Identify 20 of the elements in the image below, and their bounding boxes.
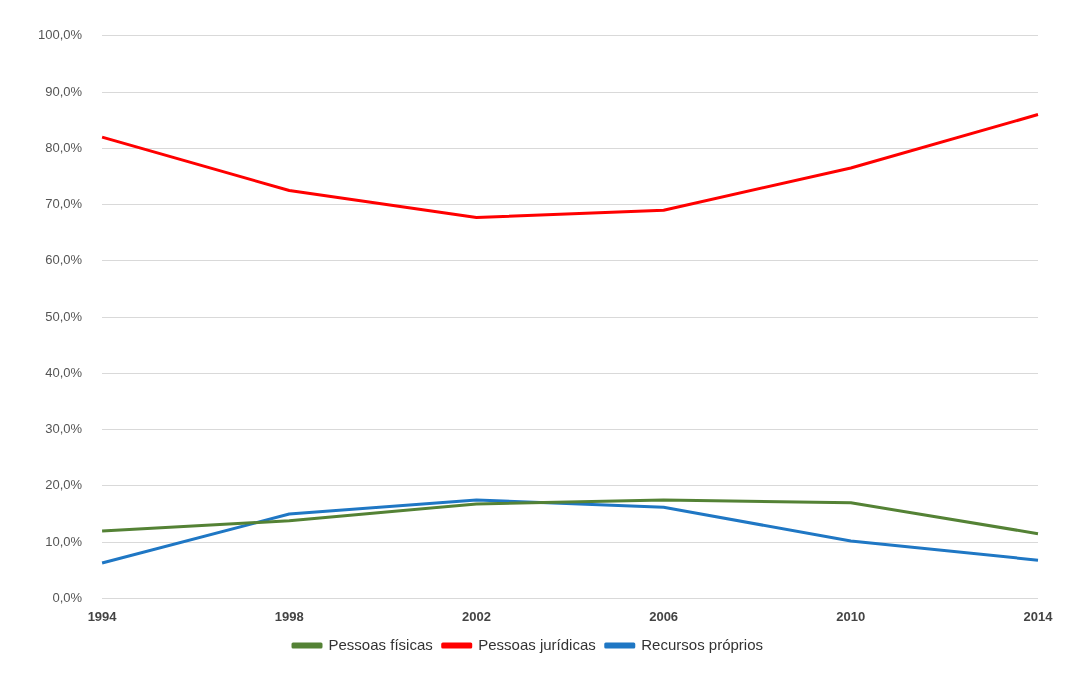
x-tick-label: 1994	[87, 608, 118, 624]
x-tick-label: 2002	[461, 608, 491, 624]
legend-label: Pessoas jurídicas	[478, 635, 596, 653]
y-tick-label: 20,0%	[45, 477, 83, 493]
x-tick-label: 2006	[649, 608, 679, 624]
legend-label: Recursos próprios	[641, 635, 763, 653]
y-tick-label: 40,0%	[45, 364, 83, 380]
y-tick-label: 70,0%	[45, 196, 83, 212]
legend-label: Pessoas físicas	[328, 635, 433, 653]
y-tick-label: 60,0%	[45, 252, 83, 268]
y-tick-label: 80,0%	[45, 139, 83, 155]
y-tick-label: 10,0%	[45, 533, 83, 549]
y-tick-label: 50,0%	[45, 308, 83, 324]
y-tick-label: 30,0%	[45, 421, 83, 437]
y-tick-label: 90,0%	[45, 83, 83, 99]
x-tick-label: 2010	[836, 608, 866, 624]
y-tick-label: 100,0%	[38, 27, 83, 43]
x-tick-label: 1998	[274, 608, 304, 624]
y-tick-label: 0,0%	[52, 589, 83, 605]
x-tick-label: 2014	[1023, 608, 1054, 624]
